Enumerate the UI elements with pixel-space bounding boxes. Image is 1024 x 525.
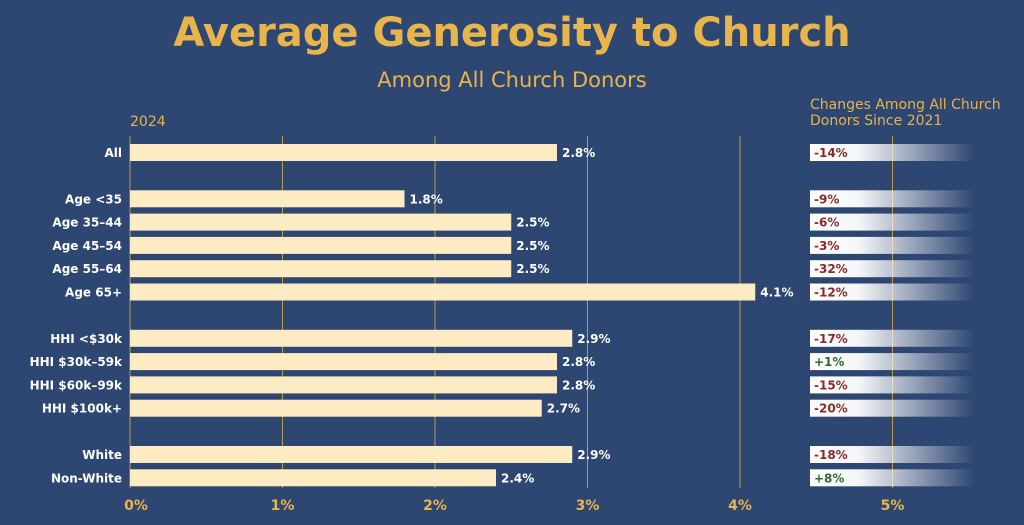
change-label: -18% <box>814 448 848 462</box>
change-bar <box>810 283 975 301</box>
x-tick-label: 5% <box>881 498 905 514</box>
change-label: -6% <box>814 216 839 230</box>
category-label: Age 35–44 <box>52 216 122 230</box>
change-bar <box>810 469 975 487</box>
change-label: -32% <box>814 262 848 276</box>
bar <box>130 283 756 301</box>
chart-title: Average Generosity to Church <box>173 10 851 56</box>
data-label: 2.9% <box>577 332 610 346</box>
category-label: Age 65+ <box>65 286 122 300</box>
category-label: HHI <$30k <box>50 332 123 346</box>
change-label: -17% <box>814 332 848 346</box>
data-label: 2.8% <box>562 146 595 160</box>
category-label: Non-White <box>51 471 122 485</box>
category-label: All <box>104 146 122 160</box>
change-bar <box>810 190 975 208</box>
change-bar <box>810 144 975 161</box>
bar <box>130 399 542 417</box>
data-label: 4.1% <box>760 286 793 300</box>
change-bar <box>810 353 975 371</box>
change-label: -3% <box>814 239 839 253</box>
x-tick-label: 3% <box>576 498 600 514</box>
category-label: HHI $100k+ <box>42 402 122 416</box>
bar <box>130 469 496 487</box>
data-label: 2.5% <box>516 239 549 253</box>
changes-title-line2: Donors Since 2021 <box>810 113 943 129</box>
change-label: +1% <box>814 355 844 369</box>
change-bar <box>810 446 975 463</box>
x-tick-label: 1% <box>271 498 295 514</box>
change-label: -12% <box>814 286 848 300</box>
change-bar <box>810 260 975 278</box>
change-label: +8% <box>814 471 844 485</box>
data-label: 2.7% <box>547 402 580 416</box>
data-label: 2.8% <box>562 378 595 392</box>
chart-subtitle: Among All Church Donors <box>377 68 647 92</box>
bar <box>130 260 512 278</box>
change-bar <box>810 329 975 347</box>
bar <box>130 446 573 463</box>
data-label: 2.9% <box>577 448 610 462</box>
year-label: 2024 <box>130 114 166 130</box>
category-label: Age <35 <box>65 192 122 206</box>
bar <box>130 190 405 208</box>
data-label: 2.4% <box>501 471 534 485</box>
bar <box>130 329 573 347</box>
category-label: White <box>82 448 122 462</box>
change-bar <box>810 376 975 394</box>
change-bar <box>810 236 975 254</box>
x-tick-label: 4% <box>728 498 752 514</box>
change-label: -20% <box>814 402 848 416</box>
x-tick-label: 2% <box>423 498 447 514</box>
data-label: 2.5% <box>516 216 549 230</box>
change-bar <box>810 213 975 231</box>
category-label: HHI $30k–59k <box>30 355 123 369</box>
change-label: -9% <box>814 192 839 206</box>
gridlines <box>129 136 893 488</box>
change-column: -14% -9% -6% -3% -32% -12% -17% +1% -15% -20% -18%… <box>810 144 975 487</box>
bars: All 2.8% Age <35 1.8% Age 35–44 2.5% Age 45–54… <box>30 144 794 487</box>
data-label: 1.8% <box>410 192 443 206</box>
x-axis-ticks: 0% 1% 2% 3% 4% 5% <box>124 498 904 514</box>
category-label: HHI $60k–99k <box>30 378 123 392</box>
category-label: Age 55–64 <box>52 262 122 276</box>
change-label: -15% <box>814 378 848 392</box>
data-label: 2.8% <box>562 355 595 369</box>
changes-title-line1: Changes Among All Church <box>810 97 1001 113</box>
category-label: Age 45–54 <box>52 239 122 253</box>
bar <box>130 213 512 231</box>
bar <box>130 144 557 161</box>
x-tick-label: 0% <box>124 498 148 514</box>
change-label: -14% <box>814 146 848 160</box>
data-label: 2.5% <box>516 262 549 276</box>
changes-column-title: Changes Among All Church Donors Since 20… <box>810 97 1020 129</box>
bar <box>130 236 512 254</box>
change-bar <box>810 399 975 417</box>
bar <box>130 353 557 371</box>
bar <box>130 376 557 394</box>
